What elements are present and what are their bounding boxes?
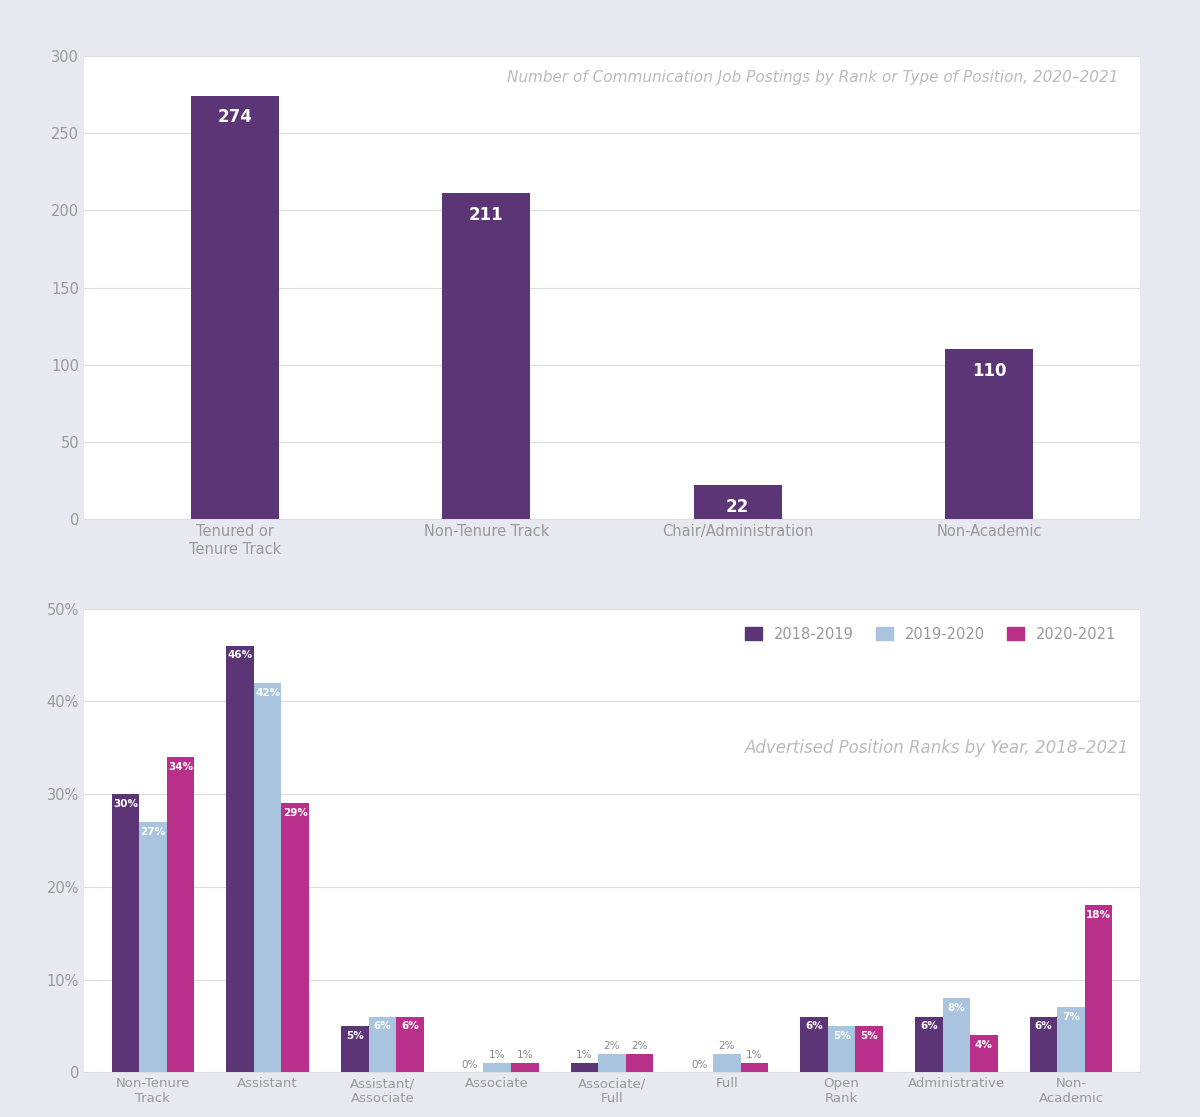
Text: 6%: 6% (920, 1021, 937, 1031)
Legend: 2018-2019, 2019-2020, 2020-2021: 2018-2019, 2019-2020, 2020-2021 (739, 621, 1122, 648)
Text: 2%: 2% (631, 1041, 648, 1051)
Bar (368, 1016, 396, 1072)
Text: 5%: 5% (833, 1031, 851, 1041)
Bar (139, 822, 167, 1072)
Text: 0%: 0% (691, 1060, 708, 1070)
Text: Advertised Position Ranks by Year, 2018–2021: Advertised Position Ranks by Year, 2018–… (745, 738, 1129, 756)
Bar (856, 1025, 883, 1072)
Text: 0%: 0% (462, 1060, 478, 1070)
Text: 46%: 46% (228, 650, 253, 660)
Text: 27%: 27% (140, 827, 166, 837)
Text: 5%: 5% (346, 1031, 364, 1041)
Bar (341, 1025, 368, 1072)
Bar (713, 1053, 740, 1072)
Text: 4%: 4% (974, 1040, 992, 1050)
Bar (694, 486, 781, 519)
Text: 6%: 6% (1034, 1021, 1052, 1031)
Bar (443, 193, 530, 519)
Bar (227, 646, 254, 1072)
Bar (282, 803, 308, 1072)
Text: 6%: 6% (805, 1021, 823, 1031)
Text: 34%: 34% (168, 762, 193, 772)
Text: 274: 274 (217, 108, 252, 126)
Text: 18%: 18% (1086, 910, 1111, 920)
Text: 30%: 30% (113, 799, 138, 809)
Bar (571, 1063, 599, 1072)
Text: 5%: 5% (860, 1031, 878, 1041)
Bar (484, 1063, 511, 1072)
Text: 2%: 2% (719, 1041, 736, 1051)
Bar (511, 1063, 539, 1072)
Bar (254, 682, 282, 1072)
Text: 1%: 1% (516, 1050, 533, 1060)
Text: 1%: 1% (576, 1050, 593, 1060)
Bar (191, 96, 278, 519)
Text: 110: 110 (972, 362, 1007, 380)
Text: 1%: 1% (746, 1050, 762, 1060)
Text: 1%: 1% (488, 1050, 505, 1060)
Bar (946, 350, 1033, 519)
Bar (970, 1035, 997, 1072)
Bar (740, 1063, 768, 1072)
Bar (1085, 906, 1112, 1072)
Text: 211: 211 (469, 206, 504, 223)
Text: 29%: 29% (283, 808, 307, 818)
Text: 8%: 8% (948, 1003, 965, 1013)
Text: 22: 22 (726, 498, 749, 516)
Bar (800, 1016, 828, 1072)
Bar (625, 1053, 653, 1072)
Text: 6%: 6% (373, 1021, 391, 1031)
Bar (1030, 1016, 1057, 1072)
Bar (916, 1016, 942, 1072)
Bar (396, 1016, 424, 1072)
Bar (942, 999, 970, 1072)
Bar (599, 1053, 625, 1072)
Text: 6%: 6% (401, 1021, 419, 1031)
Bar (167, 757, 194, 1072)
Bar (1057, 1008, 1085, 1072)
Text: 2%: 2% (604, 1041, 620, 1051)
Text: Number of Communication Job Postings by Rank or Type of Position, 2020–2021: Number of Communication Job Postings by … (508, 69, 1118, 85)
Bar (828, 1025, 856, 1072)
Text: 7%: 7% (1062, 1012, 1080, 1022)
Bar (112, 794, 139, 1072)
Text: 42%: 42% (256, 688, 281, 698)
